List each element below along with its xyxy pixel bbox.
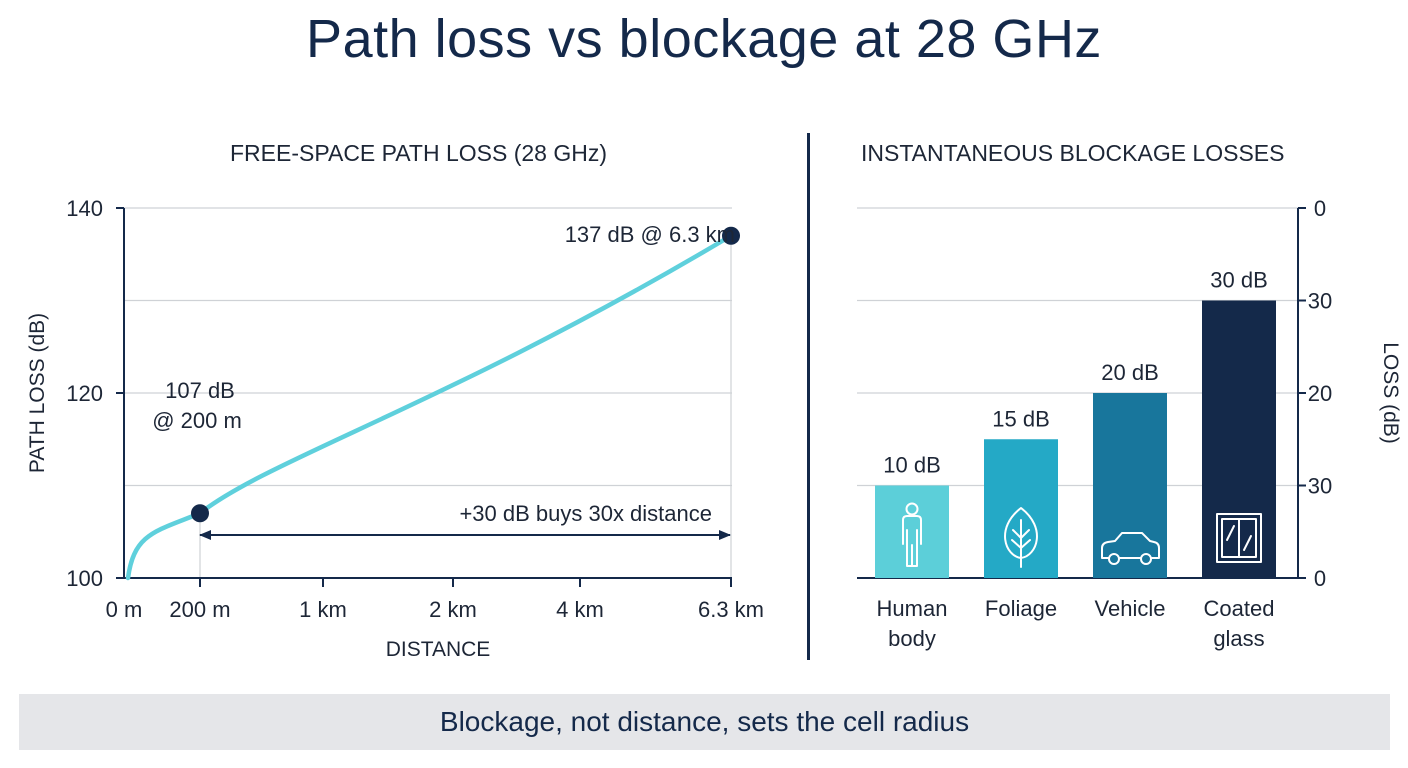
x-tick-label: 2 km	[429, 597, 477, 622]
person-icon	[902, 502, 922, 567]
y-axis-label: PATH LOSS (dB)	[26, 313, 49, 473]
bar-value-label: 10 dB	[883, 453, 941, 478]
data-point-6-3km	[722, 226, 740, 245]
annotation-200m: @ 200 m	[152, 408, 242, 433]
bar-value-label: 15 dB	[992, 406, 1050, 431]
y-tick-label: 120	[66, 381, 103, 406]
x-tick-label: 0 m	[106, 597, 143, 622]
y-tick-label: 100	[66, 566, 103, 591]
category-label: glass	[1213, 626, 1264, 651]
bar-vehicle	[1093, 393, 1167, 578]
y-tick-label: 140	[66, 196, 103, 221]
path-loss-line	[125, 233, 734, 581]
caption-text: Blockage, not distance, sets the cell ra…	[439, 706, 970, 737]
bar-value-label: 20 dB	[1101, 360, 1159, 385]
path-loss-chart: 100 120 140 0 m 200 m 1 km 2 km 4 km 6.3 km DISTA…	[26, 196, 764, 661]
category-label: Vehicle	[1095, 596, 1166, 621]
y-axis-label: LOSS (dB)	[1379, 342, 1402, 444]
x-tick-label: 1 km	[299, 597, 347, 622]
bar-value-label: 30 dB	[1210, 268, 1268, 293]
panel-divider	[807, 133, 810, 660]
data-point-200m	[191, 504, 209, 523]
window-icon	[1216, 513, 1262, 563]
category-label: Coated	[1204, 596, 1275, 621]
blockage-chart: 0 30 20 30 0 LOSS (dB) 10 dB Human body 15 dB Foli…	[857, 196, 1402, 651]
right-chart-title: INSTANTANEOUS BLOCKAGE LOSSES	[861, 140, 1285, 166]
caption-bar: Blockage, not distance, sets the cell ra…	[19, 694, 1390, 750]
x-axis-label: DISTANCE	[386, 638, 491, 661]
y-tick-label: 30	[1308, 289, 1332, 314]
car-icon	[1101, 532, 1160, 565]
category-label: Foliage	[985, 596, 1057, 621]
annotation-137db: 137 dB @ 6.3 km	[565, 222, 735, 247]
annotation-107db: 107 dB	[165, 378, 235, 403]
category-label: Human	[877, 596, 948, 621]
x-tick-label: 4 km	[556, 597, 604, 622]
left-chart-title: FREE-SPACE PATH LOSS (28 GHz)	[230, 140, 608, 166]
page-title: Path loss vs blockage at 28 GHz	[306, 9, 1102, 69]
x-tick-label: 200 m	[169, 597, 230, 622]
annotation-30db-distance: +30 dB buys 30x distance	[459, 501, 712, 526]
charts-canvas: 100 120 140 0 m 200 m 1 km 2 km 4 km 6.3 km DISTA…	[26, 196, 1402, 661]
leaf-icon	[1004, 507, 1038, 568]
y-tick-label: 0	[1314, 566, 1326, 591]
category-label: body	[888, 626, 936, 651]
y-tick-label: 20	[1308, 381, 1332, 406]
y-tick-label: 0	[1314, 196, 1326, 221]
y-tick-label: 30	[1308, 474, 1332, 499]
x-tick-label: 6.3 km	[698, 597, 764, 622]
